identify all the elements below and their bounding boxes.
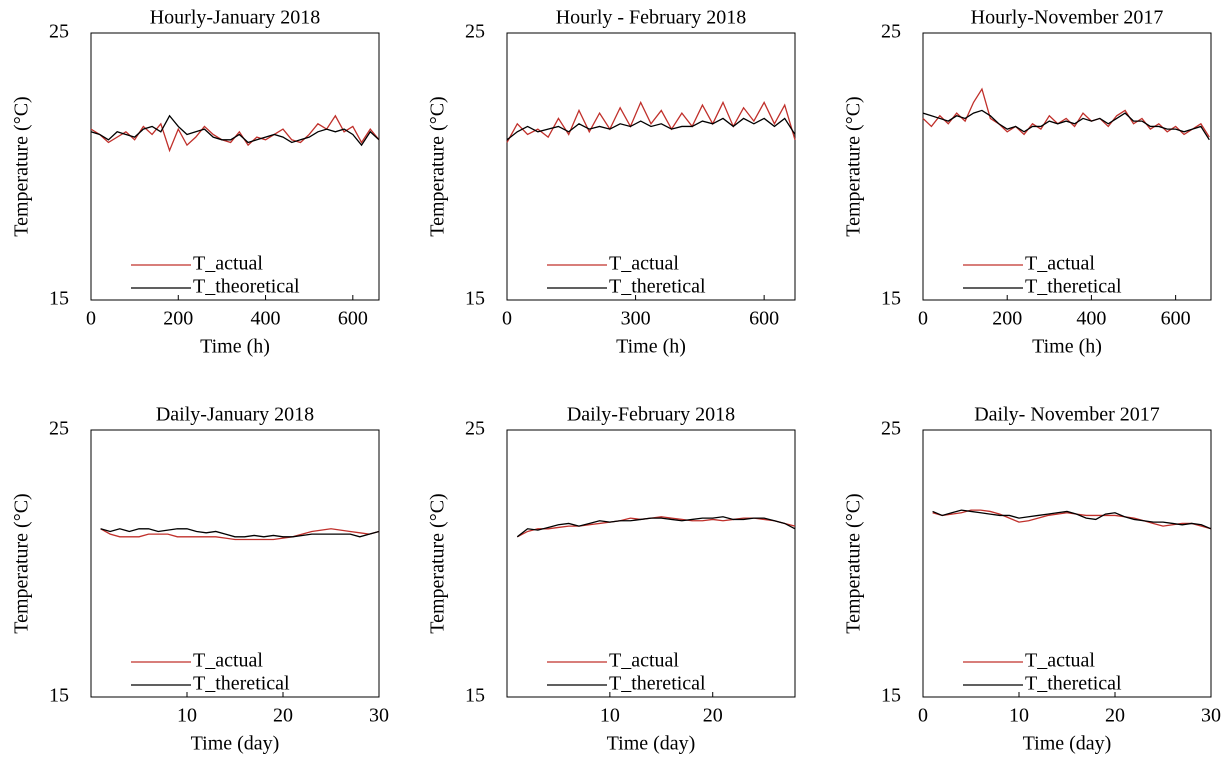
data-line	[922, 87, 1210, 138]
legend-label: T_actual	[1025, 650, 1095, 672]
legend-label: T_actual	[609, 650, 679, 672]
x-tick-label: 10	[1009, 705, 1029, 727]
plot-frame	[90, 429, 380, 698]
y-axis-label: Temperature (°C)	[427, 493, 449, 633]
legend-label: T_theretical	[193, 673, 290, 695]
y-tick-label: 15	[49, 288, 69, 310]
x-tick-label: 200	[992, 308, 1022, 330]
x-tick-label: 200	[163, 308, 193, 330]
y-tick-label: 25	[881, 418, 901, 440]
chart-title: Daily- November 2017	[974, 404, 1160, 426]
y-tick-label: 25	[49, 418, 69, 440]
x-tick-label: 400	[1076, 308, 1106, 330]
y-tick-label: 25	[465, 21, 485, 43]
x-axis-label: Time (day)	[607, 733, 696, 755]
y-tick-label: 15	[881, 685, 901, 707]
plot-frame	[506, 32, 796, 301]
plot-frame	[90, 32, 380, 301]
x-tick-label: 300	[621, 308, 651, 330]
x-axis-label: Time (h)	[200, 336, 270, 358]
x-axis-label: Time (day)	[1023, 733, 1112, 755]
data-line	[100, 528, 380, 541]
plot-frame	[922, 32, 1212, 301]
plot-frame	[922, 429, 1212, 698]
data-line	[90, 114, 380, 153]
legend-label: T_theretical	[609, 673, 706, 695]
legend-label: T_actual	[193, 253, 263, 275]
x-tick-label: 10	[177, 705, 197, 727]
x-axis-label: Time (h)	[616, 336, 686, 358]
x-tick-label: 400	[251, 308, 281, 330]
chart-title: Hourly-November 2017	[971, 7, 1164, 29]
x-axis-label: Time (h)	[1032, 336, 1102, 358]
legend-label: T_theretical	[1025, 673, 1122, 695]
x-tick-label: 30	[369, 705, 389, 727]
chart-title: Hourly - February 2018	[556, 7, 747, 29]
data-line	[90, 114, 380, 147]
y-tick-label: 15	[465, 288, 485, 310]
data-line	[506, 100, 796, 143]
x-tick-label: 20	[273, 705, 293, 727]
x-tick-label: 10	[600, 705, 620, 727]
y-axis-label: Temperature (°C)	[11, 493, 33, 633]
y-axis-label: Temperature (°C)	[843, 493, 865, 633]
y-axis-label: Temperature (°C)	[843, 96, 865, 236]
data-line	[506, 117, 796, 141]
y-tick-label: 15	[881, 288, 901, 310]
data-line	[932, 509, 1212, 530]
y-tick-label: 25	[49, 21, 69, 43]
data-line	[516, 516, 796, 538]
y-tick-label: 25	[465, 418, 485, 440]
x-axis-label: Time (day)	[191, 733, 280, 755]
data-line	[516, 516, 796, 538]
data-line	[100, 528, 380, 538]
y-tick-label: 25	[881, 21, 901, 43]
legend-label: T_theretical	[609, 276, 706, 298]
x-tick-label: 20	[703, 705, 723, 727]
x-tick-label: 0	[502, 308, 512, 330]
chart-title: Daily-January 2018	[156, 404, 314, 426]
y-axis-label: Temperature (°C)	[11, 96, 33, 236]
plot-frame	[506, 429, 796, 698]
x-tick-label: 0	[918, 308, 928, 330]
y-tick-label: 15	[49, 685, 69, 707]
x-tick-label: 20	[1105, 705, 1125, 727]
legend-label: T_theretical	[1025, 276, 1122, 298]
legend-label: T_actual	[1025, 253, 1095, 275]
y-tick-label: 15	[465, 685, 485, 707]
x-tick-label: 0	[86, 308, 96, 330]
x-tick-label: 600	[749, 308, 779, 330]
x-tick-label: 600	[1161, 308, 1191, 330]
chart-title: Hourly-January 2018	[150, 7, 321, 29]
x-tick-label: 600	[338, 308, 368, 330]
legend-label: T_theoretical	[193, 276, 300, 298]
chart-title: Daily-February 2018	[567, 404, 735, 426]
y-axis-label: Temperature (°C)	[427, 96, 449, 236]
data-line	[922, 109, 1210, 141]
x-tick-label: 0	[918, 705, 928, 727]
legend-label: T_actual	[609, 253, 679, 275]
legend-label: T_actual	[193, 650, 263, 672]
x-tick-label: 30	[1201, 705, 1221, 727]
